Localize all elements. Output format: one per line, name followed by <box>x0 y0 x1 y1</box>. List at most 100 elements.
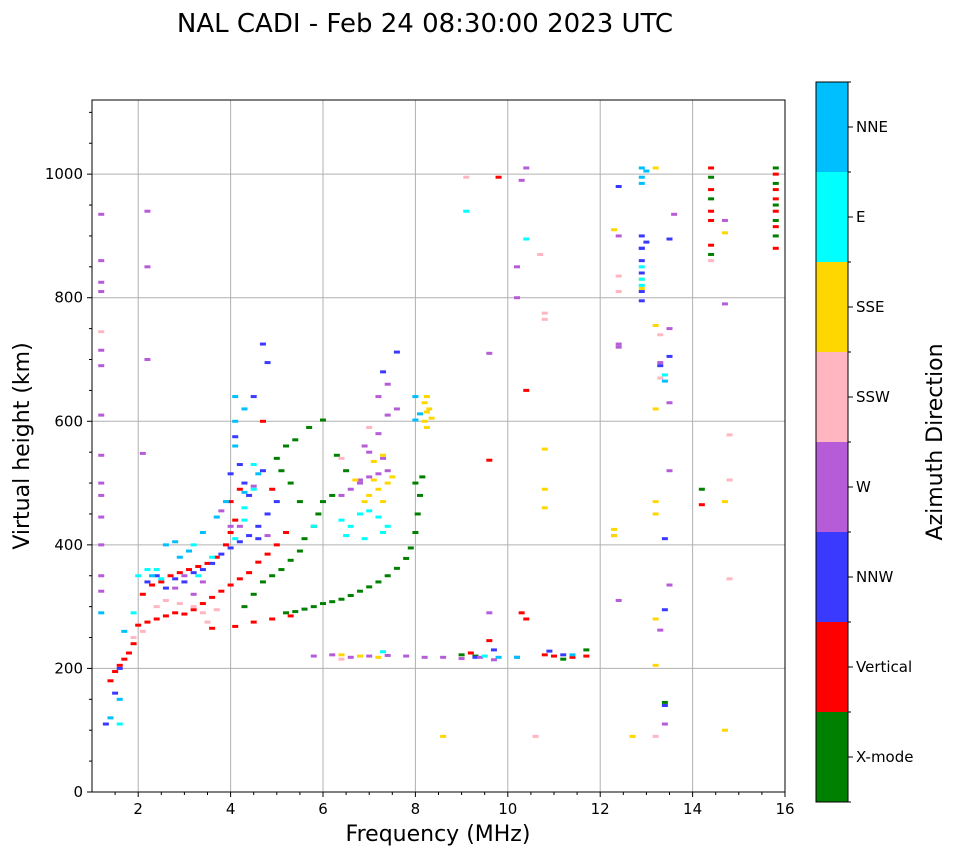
data-point <box>638 290 645 294</box>
data-point <box>338 597 345 601</box>
data-point <box>423 410 430 414</box>
data-point <box>384 481 391 485</box>
data-point <box>638 246 645 250</box>
data-point <box>107 716 114 720</box>
data-point <box>338 456 345 460</box>
data-point <box>176 602 183 606</box>
data-point <box>661 704 668 707</box>
data-point <box>361 500 368 504</box>
series-nnw <box>102 185 673 726</box>
data-point <box>338 493 345 497</box>
data-point <box>666 469 673 473</box>
data-point <box>721 728 728 732</box>
data-point <box>380 370 387 374</box>
data-point <box>246 493 253 497</box>
data-point <box>227 500 234 504</box>
y-axis-label: Virtual height (km) <box>10 342 35 549</box>
data-point <box>375 655 382 659</box>
data-point <box>227 546 234 550</box>
data-point <box>375 487 382 491</box>
data-point <box>125 651 132 655</box>
data-point <box>269 617 276 621</box>
data-point <box>273 456 280 460</box>
data-point <box>98 413 105 417</box>
data-point <box>421 419 428 423</box>
data-point <box>209 561 216 565</box>
data-point <box>199 602 206 606</box>
data-point <box>287 558 294 562</box>
data-point <box>172 577 179 581</box>
data-point <box>144 620 151 624</box>
data-point <box>343 534 350 538</box>
colorbar-tick-label: E <box>856 208 865 226</box>
data-point <box>329 493 336 497</box>
data-point <box>523 617 530 621</box>
x-tick-label: 6 <box>318 800 328 818</box>
data-point <box>708 188 715 192</box>
data-point <box>615 274 622 278</box>
data-point <box>98 259 105 263</box>
data-point <box>384 469 391 473</box>
data-point <box>490 648 497 652</box>
data-point <box>375 395 382 399</box>
data-point <box>130 636 137 640</box>
data-point <box>320 602 326 606</box>
data-point <box>361 444 368 448</box>
data-point <box>652 407 659 411</box>
data-point <box>638 271 645 275</box>
series-e <box>116 209 668 726</box>
colorbar-segment <box>816 352 848 442</box>
colorbar-tick-label: SSW <box>856 388 890 406</box>
data-point <box>772 181 779 185</box>
data-point <box>218 589 225 593</box>
data-point <box>190 543 197 547</box>
data-point <box>181 574 188 578</box>
data-point <box>551 654 557 658</box>
data-point <box>657 333 664 337</box>
data-point <box>661 379 668 383</box>
data-point <box>772 203 779 207</box>
data-point <box>199 531 206 534</box>
data-point <box>273 543 280 547</box>
data-point <box>232 444 239 448</box>
data-point <box>199 568 206 572</box>
data-point <box>236 463 243 467</box>
data-point <box>306 425 313 429</box>
series-nne <box>98 166 668 720</box>
data-point <box>356 481 363 485</box>
data-point <box>310 524 317 528</box>
data-point <box>615 598 622 602</box>
series-x-mode <box>241 166 779 704</box>
data-point <box>241 506 248 510</box>
data-point <box>241 490 248 494</box>
data-point <box>384 413 391 417</box>
data-point <box>301 607 308 611</box>
data-point <box>708 166 715 170</box>
data-point <box>292 610 299 614</box>
data-point <box>241 518 248 522</box>
series-vertical <box>107 166 779 683</box>
data-point <box>467 651 474 655</box>
data-point <box>638 277 645 281</box>
data-point <box>162 543 169 547</box>
data-point <box>537 252 544 256</box>
data-point <box>472 655 479 659</box>
data-point <box>347 524 354 528</box>
data-point <box>232 435 239 439</box>
data-point <box>236 540 243 544</box>
data-point <box>190 571 197 575</box>
data-point <box>657 628 664 632</box>
data-point <box>347 594 354 598</box>
data-point <box>116 663 123 667</box>
data-point <box>232 624 239 628</box>
data-point <box>708 218 715 222</box>
x-tick-label: 8 <box>411 800 421 818</box>
data-point <box>139 451 146 455</box>
data-point <box>523 388 530 392</box>
data-point <box>486 639 493 643</box>
data-point <box>440 734 447 738</box>
data-point <box>375 580 382 584</box>
data-point <box>380 500 387 504</box>
data-point <box>153 574 160 578</box>
data-point <box>162 598 169 602</box>
